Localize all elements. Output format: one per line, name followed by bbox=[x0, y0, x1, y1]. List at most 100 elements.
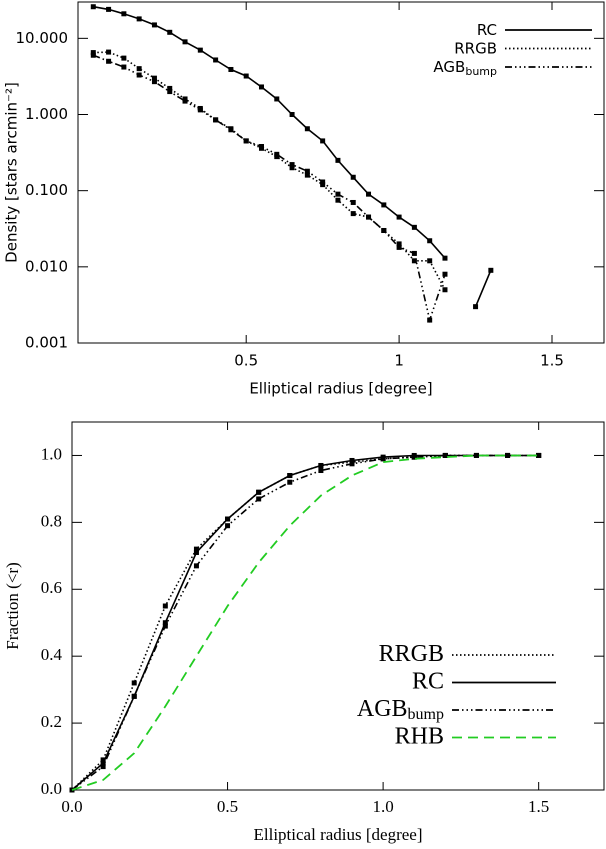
legend-label: RRGB bbox=[379, 641, 444, 667]
data-point bbox=[197, 107, 203, 113]
legend-name: RC bbox=[412, 668, 444, 694]
y-tick-label: 1.000 bbox=[25, 105, 68, 123]
legend-name: RRGB bbox=[379, 641, 444, 667]
data-point bbox=[274, 96, 280, 102]
data-point bbox=[366, 214, 372, 220]
data-point bbox=[287, 473, 293, 479]
x-axis-label: Elliptical radius [degree] bbox=[249, 380, 432, 398]
data-point bbox=[167, 89, 173, 95]
y-axis-label: Density [stars arcmin⁻²] bbox=[3, 82, 21, 263]
data-point bbox=[349, 457, 355, 463]
y-tick-label: 0.0 bbox=[41, 779, 62, 798]
data-point bbox=[427, 238, 433, 244]
data-point bbox=[90, 4, 96, 10]
data-point bbox=[167, 29, 173, 35]
data-point bbox=[274, 151, 280, 157]
data-point bbox=[488, 267, 494, 273]
data-point bbox=[151, 75, 157, 81]
data-point bbox=[193, 563, 199, 569]
legend-name: RRGB bbox=[454, 39, 497, 57]
data-point bbox=[442, 255, 448, 261]
data-point bbox=[228, 127, 234, 133]
data-point bbox=[350, 174, 356, 180]
data-point bbox=[289, 112, 295, 118]
y-tick-label: 0.001 bbox=[25, 334, 68, 352]
data-point bbox=[505, 452, 511, 458]
data-point bbox=[335, 157, 341, 163]
data-point bbox=[193, 546, 199, 552]
legend-label: AGBbump bbox=[357, 696, 444, 723]
data-point bbox=[258, 84, 264, 90]
data-point bbox=[90, 50, 96, 56]
x-tick-label: 1.5 bbox=[528, 797, 549, 816]
legend-label: RC bbox=[412, 668, 444, 694]
data-point bbox=[256, 496, 262, 502]
data-point bbox=[442, 271, 448, 277]
data-point bbox=[411, 454, 417, 460]
data-point bbox=[335, 191, 341, 197]
data-point bbox=[411, 250, 417, 256]
data-point bbox=[225, 516, 231, 522]
data-point bbox=[366, 191, 372, 197]
series-line bbox=[93, 5, 492, 308]
data-point bbox=[162, 603, 168, 609]
x-axis-label: Elliptical radius [degree] bbox=[254, 825, 423, 844]
data-point bbox=[100, 760, 106, 766]
legend-label: RC bbox=[477, 21, 497, 39]
series-line bbox=[71, 454, 539, 791]
data-point bbox=[136, 66, 142, 72]
data-point bbox=[442, 452, 448, 458]
data-point bbox=[193, 549, 199, 555]
data-point bbox=[349, 461, 355, 467]
data-point bbox=[536, 452, 542, 458]
data-point bbox=[151, 79, 157, 85]
data-point bbox=[136, 72, 142, 78]
series-line bbox=[71, 454, 539, 791]
y-axis-label: Fraction (<r) bbox=[3, 562, 22, 649]
y-tick-label: 0.010 bbox=[25, 257, 68, 275]
legend-name: RC bbox=[477, 21, 497, 39]
data-point bbox=[396, 244, 402, 250]
data-point bbox=[225, 523, 231, 529]
data-point bbox=[100, 764, 106, 770]
y-tick-label: 0.100 bbox=[25, 181, 68, 199]
legend-name: RHB bbox=[395, 723, 444, 749]
series-line bbox=[71, 454, 539, 791]
data-point bbox=[442, 287, 448, 293]
data-point bbox=[396, 214, 402, 220]
data-point bbox=[350, 199, 356, 205]
data-point bbox=[320, 182, 326, 188]
data-point bbox=[427, 258, 433, 264]
data-point bbox=[151, 22, 157, 28]
data-point bbox=[213, 57, 219, 63]
plot-frame bbox=[77, 1, 605, 344]
data-point bbox=[162, 623, 168, 629]
data-point bbox=[106, 49, 112, 55]
series-line bbox=[93, 51, 446, 291]
x-tick-label: 1 bbox=[394, 352, 404, 370]
data-point bbox=[304, 168, 310, 174]
series-line bbox=[71, 454, 539, 791]
data-point bbox=[335, 197, 341, 203]
legend-subscript: bump bbox=[408, 706, 444, 723]
data-point bbox=[411, 224, 417, 230]
data-point bbox=[427, 317, 433, 323]
data-point bbox=[396, 241, 402, 247]
data-point bbox=[182, 98, 188, 104]
data-point bbox=[318, 468, 324, 474]
data-point bbox=[473, 304, 479, 310]
data-point bbox=[320, 179, 326, 185]
data-point bbox=[350, 211, 356, 217]
data-point bbox=[136, 16, 142, 22]
data-point bbox=[289, 165, 295, 171]
data-point bbox=[318, 462, 324, 468]
data-point bbox=[411, 258, 417, 264]
y-tick-label: 0.6 bbox=[41, 578, 62, 597]
data-point bbox=[121, 64, 127, 70]
legend-label: RRGB bbox=[454, 39, 497, 57]
data-point bbox=[256, 489, 262, 495]
legend-subscript: bump bbox=[465, 65, 497, 78]
x-tick-label: 0.5 bbox=[217, 797, 238, 816]
y-tick-label: 0.2 bbox=[41, 712, 62, 731]
